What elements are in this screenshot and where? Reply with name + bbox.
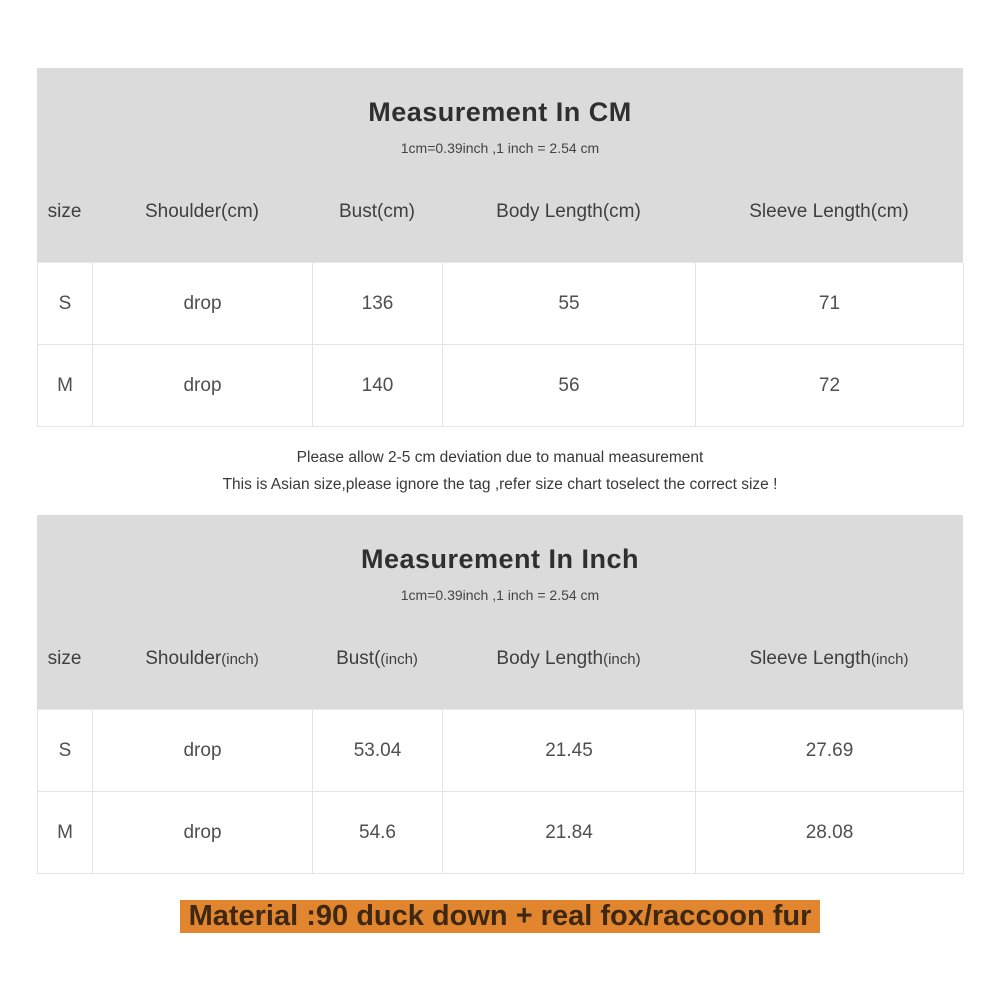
column-header-unit: (cm): [602, 201, 641, 222]
inch-cell-bust: 54.6: [313, 792, 443, 874]
column-header-label: size: [47, 201, 82, 222]
cm-cell-shoulder: drop: [93, 263, 313, 345]
inch-section-title: Measurement In Inch: [360, 544, 640, 574]
inch-table-body: S drop 53.04 21.45 27.69 M drop 54.6 21.…: [37, 709, 964, 874]
inch-table-header-row: size Shoulder(inch) Bust((inch) Body Len…: [37, 646, 963, 673]
cm-table-header-row: size Shoulder(cm) Bust(cm) Body Length(c…: [37, 199, 963, 225]
inch-column-header-sleeve-length: Sleeve Length(inch): [695, 646, 963, 673]
column-header-label: Shoulder: [145, 648, 222, 669]
column-header-label: size: [47, 648, 82, 669]
cm-table-body: S drop 136 55 71 M drop 140 56 72: [37, 262, 964, 427]
inch-table-row-s: S drop 53.04 21.45 27.69: [38, 710, 964, 792]
inch-column-header-body-length: Body Length(inch): [442, 646, 695, 673]
column-header-unit: (cm): [221, 201, 260, 222]
inch-cell-sleeve-length: 27.69: [696, 710, 964, 792]
cm-cell-body-length: 55: [443, 263, 696, 345]
inch-cell-bust: 53.04: [313, 710, 443, 792]
cm-cell-sleeve-length: 72: [696, 345, 964, 427]
inch-column-header-shoulder: Shoulder(inch): [92, 646, 312, 673]
cm-cell-shoulder: drop: [93, 345, 313, 427]
inch-cell-size: S: [38, 710, 93, 792]
column-header-unit: (inch): [221, 651, 259, 668]
column-header-unit: (inch): [870, 651, 909, 668]
cm-cell-bust: 136: [313, 263, 443, 345]
column-header-label: Body Length: [496, 201, 603, 222]
cm-cell-body-length: 56: [443, 345, 696, 427]
column-header-unit: (inch): [603, 651, 641, 668]
inch-cell-body-length: 21.84: [443, 792, 696, 874]
column-header-label: Shoulder: [144, 201, 222, 222]
cm-measurement-section: Measurement In CM 1cm=0.39inch ,1 inch =…: [37, 68, 964, 515]
column-header-label: Bust(: [336, 648, 381, 669]
note-asian-size: This is Asian size,please ignore the tag…: [222, 476, 778, 493]
cm-cell-size: M: [38, 345, 93, 427]
cm-column-header-bust: Bust(cm): [312, 199, 442, 225]
cm-column-header-shoulder: Shoulder(cm): [92, 199, 312, 225]
inch-section-header: Measurement In Inch 1cm=0.39inch ,1 inch…: [37, 515, 963, 709]
cm-section-header: Measurement In CM 1cm=0.39inch ,1 inch =…: [37, 68, 963, 262]
cm-conversion-note: 1cm=0.39inch ,1 inch = 2.54 cm: [400, 140, 600, 156]
cm-cell-bust: 140: [313, 345, 443, 427]
measurement-notes: Please allow 2-5 cm deviation due to man…: [37, 427, 963, 515]
inch-column-header-size: size: [37, 646, 92, 673]
cm-cell-size: S: [38, 263, 93, 345]
inch-cell-body-length: 21.45: [443, 710, 696, 792]
cm-cell-sleeve-length: 71: [696, 263, 964, 345]
material-label: Material :90 duck down + real fox/raccoo…: [179, 900, 821, 933]
cm-section-title: Measurement In CM: [368, 97, 632, 127]
material-bar-row: Material :90 duck down + real fox/raccoo…: [37, 900, 963, 933]
inch-cell-shoulder: drop: [93, 792, 313, 874]
inch-cell-shoulder: drop: [93, 710, 313, 792]
inch-column-header-bust: Bust((inch): [312, 646, 442, 673]
note-deviation: Please allow 2-5 cm deviation due to man…: [296, 449, 704, 466]
size-chart-content: Measurement In CM 1cm=0.39inch ,1 inch =…: [37, 68, 964, 933]
inch-measurement-section: Measurement In Inch 1cm=0.39inch ,1 inch…: [37, 515, 964, 874]
column-header-unit: (cm): [377, 201, 415, 222]
inch-cell-size: M: [38, 792, 93, 874]
cm-table-row-m: M drop 140 56 72: [38, 345, 964, 427]
inch-cell-sleeve-length: 28.08: [696, 792, 964, 874]
column-header-label: Sleeve Length: [749, 201, 871, 222]
column-header-label: Bust: [338, 201, 378, 222]
cm-column-header-sleeve-length: Sleeve Length(cm): [695, 199, 963, 225]
inch-table-row-m: M drop 54.6 21.84 28.08: [38, 792, 964, 874]
column-header-label: Body Length: [496, 648, 604, 669]
column-header-unit: (cm): [870, 201, 909, 222]
cm-column-header-size: size: [37, 199, 92, 225]
column-header-label: Sleeve Length: [749, 648, 871, 669]
column-header-unit: (inch): [380, 651, 418, 668]
inch-conversion-note: 1cm=0.39inch ,1 inch = 2.54 cm: [400, 587, 600, 603]
cm-table-row-s: S drop 136 55 71: [38, 263, 964, 345]
cm-column-header-body-length: Body Length(cm): [442, 199, 695, 225]
